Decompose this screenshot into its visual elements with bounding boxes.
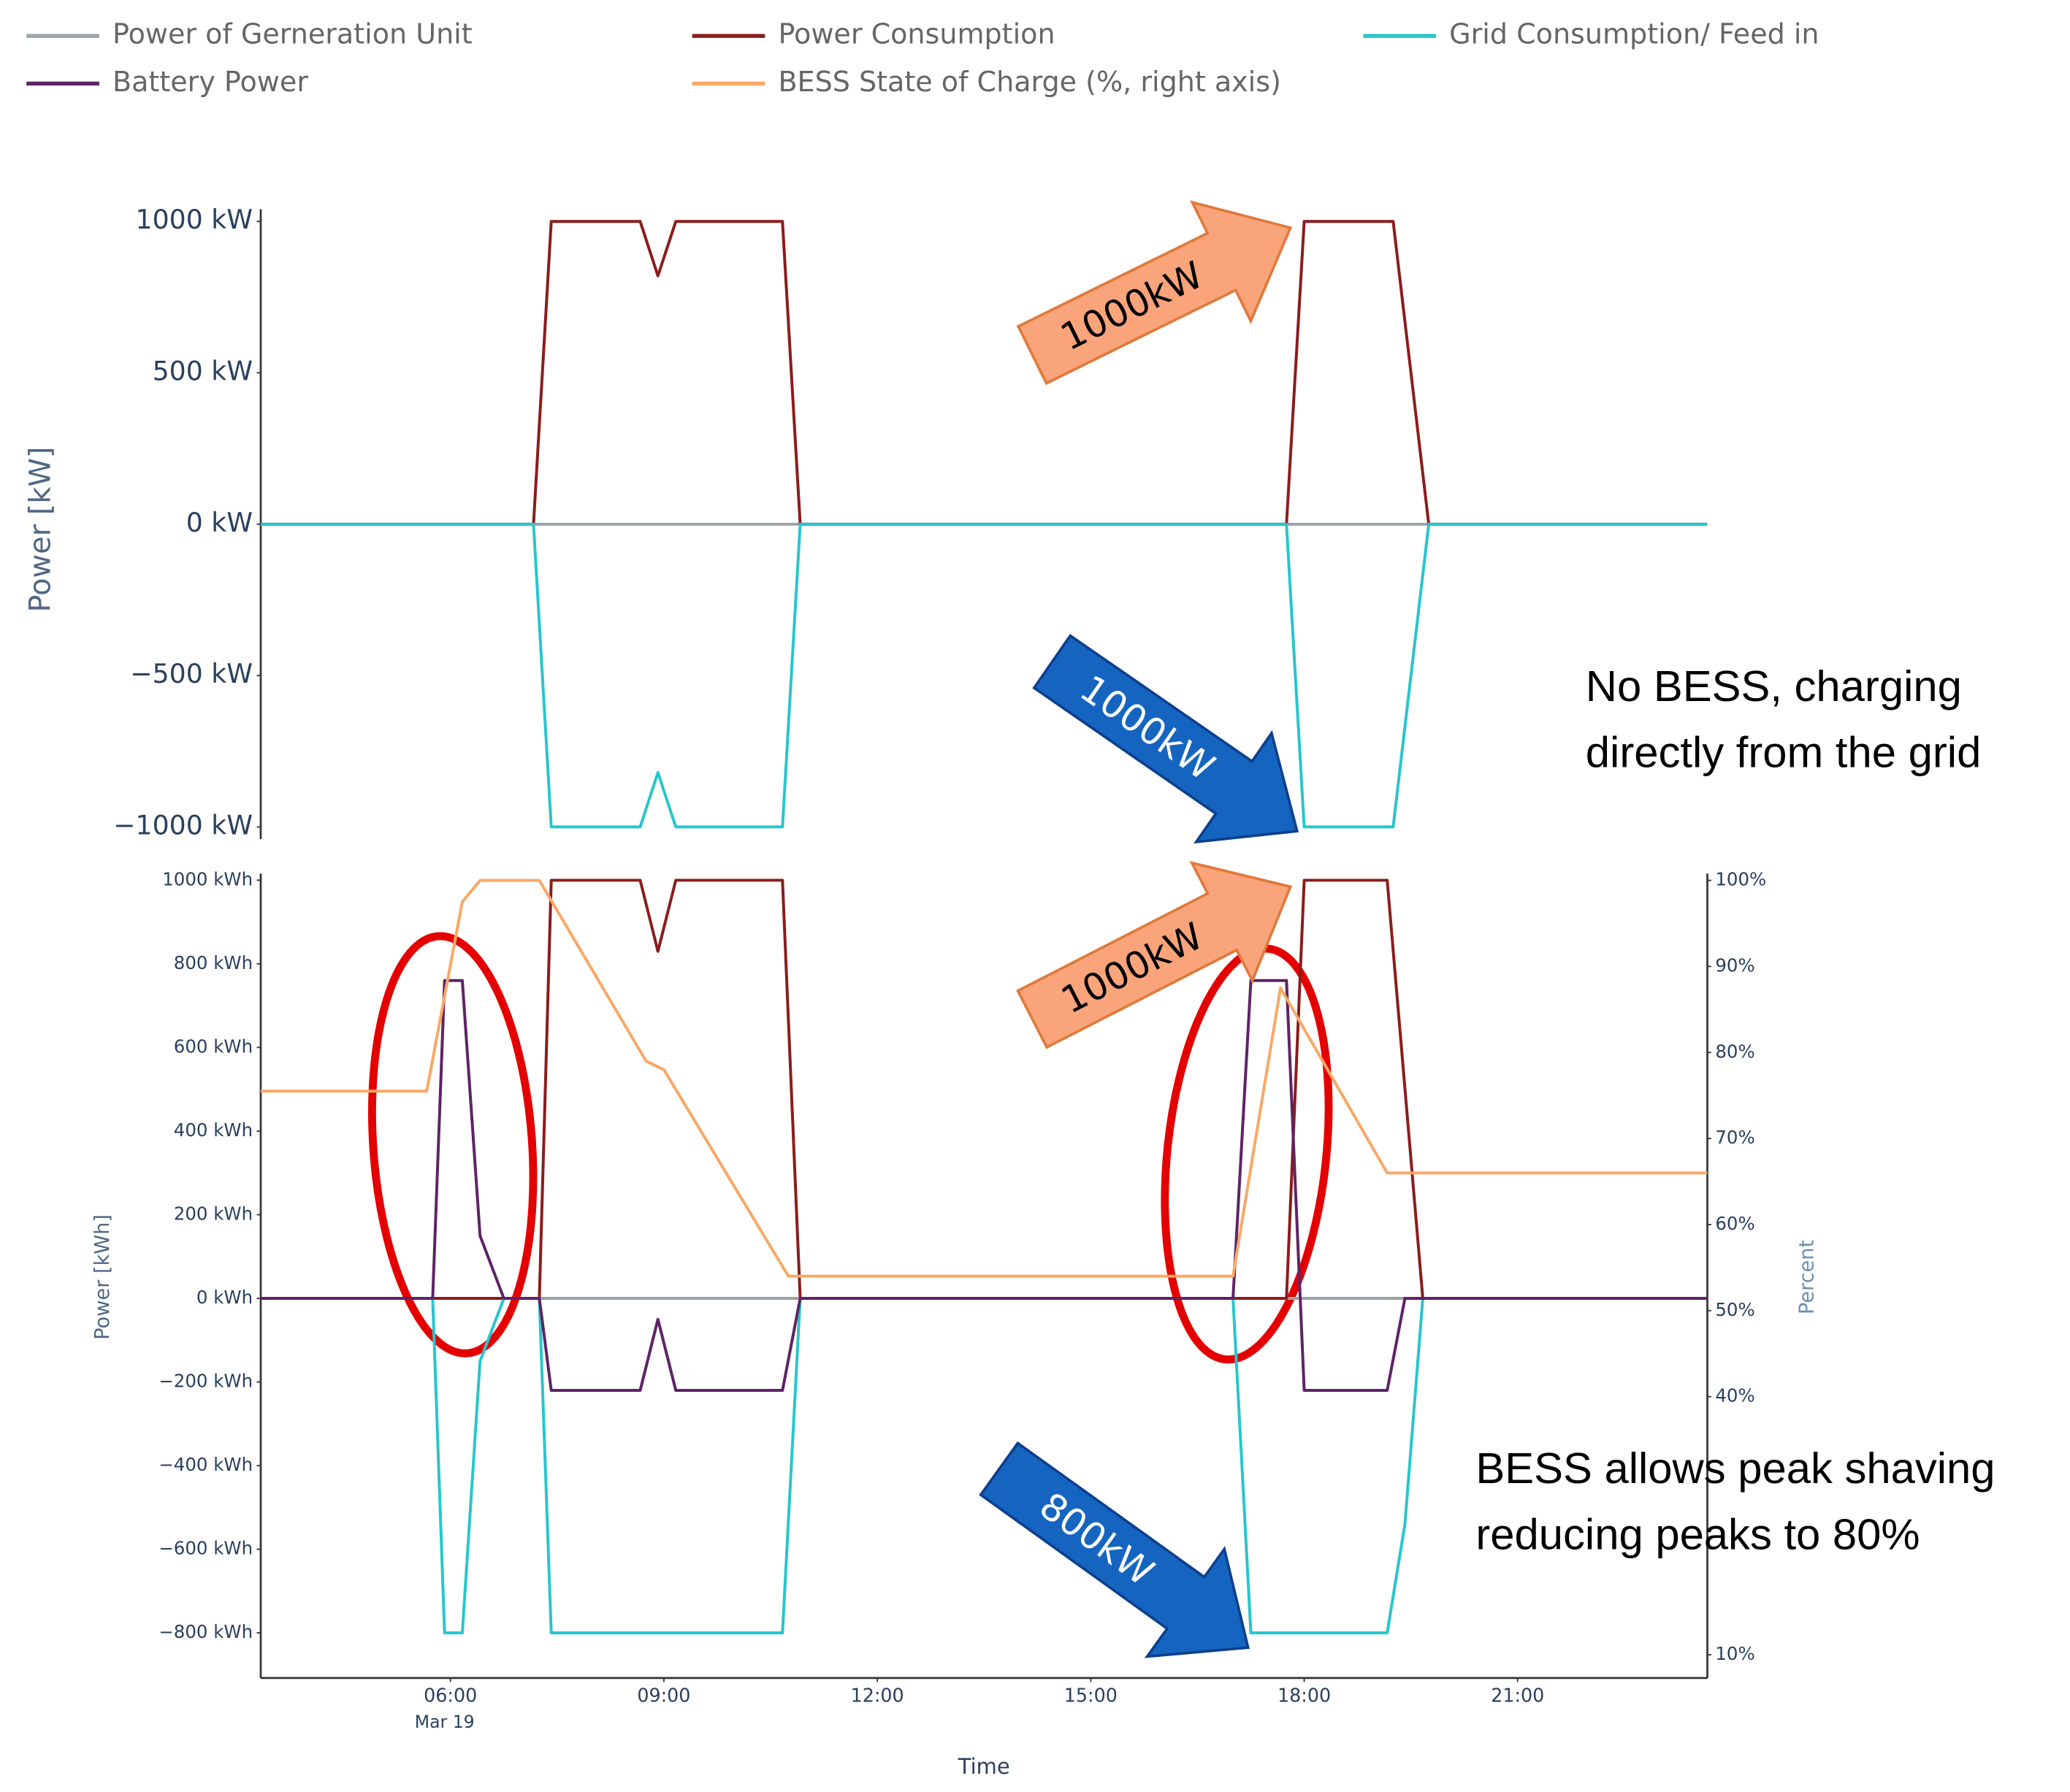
y-axis-title: Power [kWh] [91,1214,114,1340]
y-tick-label: 200 kWh [174,1203,253,1224]
y2-axis-title: Percent [1796,1240,1819,1314]
annotation-arrow: 1000kW [1016,200,1293,386]
y-tick-label: 600 kWh [174,1035,253,1057]
annotation-arrow: 800kW [979,1441,1250,1658]
y-tick-label: 0 kW [186,507,253,538]
series-line [260,220,1708,526]
series-line [260,522,1708,829]
legend-label: Power of Gerneration Unit [112,18,473,50]
x-axis-title: Time [958,1754,1010,1779]
y-tick-label: −500 kW [130,658,253,689]
y2-tick-label: 80% [1715,1041,1754,1062]
legend-label: Grid Consumption/ Feed in [1449,18,1819,50]
y-tick-label: −200 kWh [159,1370,253,1391]
legend-label: Power Consumption [778,18,1055,50]
note-text: reducing peaks to 80% [1475,1510,1920,1559]
y2-tick-label: 90% [1715,954,1754,976]
y-tick-label: −400 kWh [159,1454,253,1475]
y2-tick-label: 40% [1715,1385,1754,1406]
y2-tick-label: 70% [1715,1127,1754,1148]
legend-label: BESS State of Charge (%, right axis) [778,66,1280,98]
y-tick-label: 0 kWh [196,1287,253,1308]
highlight-ellipse [367,932,538,1358]
x-tick-label: 09:00 [637,1684,690,1706]
arrow-shape [1016,860,1293,1049]
arrow-shape [979,1441,1250,1658]
series-line [260,878,1708,1278]
y-tick-label: 800 kWh [174,952,253,973]
y-tick-label: 400 kWh [174,1119,253,1141]
y-tick-label: −1000 kW [113,809,253,841]
y2-tick-label: 10% [1715,1643,1754,1664]
series-line [260,1297,1708,1635]
y-tick-label: −600 kWh [159,1538,253,1559]
note-text: No BESS, charging [1586,662,1962,711]
y2-tick-label: 60% [1715,1213,1754,1234]
note-text: directly from the grid [1586,728,1982,777]
series-line [260,878,1708,1301]
y2-tick-label: 100% [1715,869,1766,890]
x-tick-label: 06:00 [424,1684,477,1706]
y-tick-label: 1000 kW [136,204,253,235]
y-tick-label: −800 kWh [159,1621,253,1642]
x-tick-label: 15:00 [1064,1684,1118,1706]
x-tick-label: 12:00 [851,1684,904,1706]
y-axis-title: Power [kW] [23,447,57,613]
legend-label: Battery Power [112,66,308,98]
y-tick-label: 500 kW [153,355,253,386]
arrow-shape [1032,633,1299,844]
x-date-label: Mar 19 [415,1712,475,1732]
y-tick-label: 1000 kWh [162,868,253,889]
arrow-shape [1016,200,1293,386]
y2-tick-label: 50% [1715,1299,1754,1320]
x-tick-label: 18:00 [1277,1684,1331,1706]
annotation-arrow: 1000kW [1032,633,1299,844]
x-tick-label: 21:00 [1491,1684,1544,1706]
series-line [260,979,1708,1392]
highlight-ellipse [1161,944,1333,1364]
note-text: BESS allows peak shaving [1475,1444,1995,1493]
